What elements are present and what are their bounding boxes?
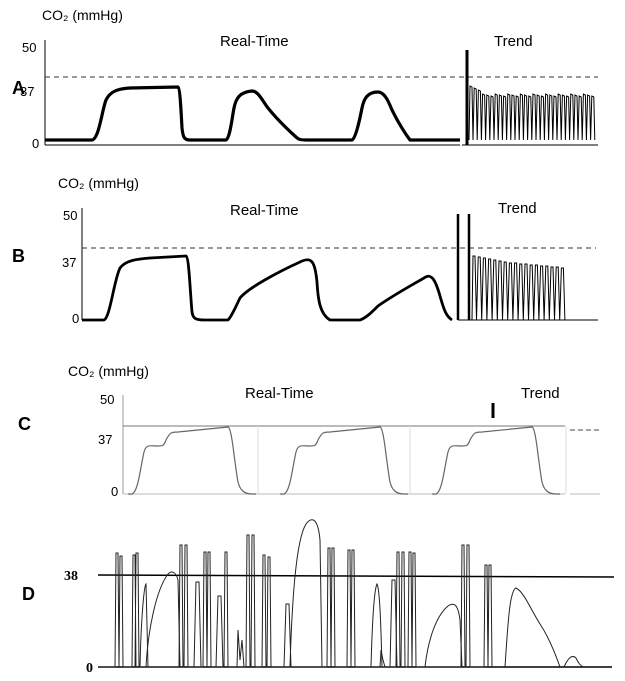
panel-b-trend-bars — [471, 255, 566, 321]
panel-a-unit-label: CO₂ (mmHg) — [42, 7, 123, 23]
panel-d-reference-line — [97, 574, 615, 578]
panel-c-unit-label: CO₂ (mmHg) — [68, 363, 149, 379]
panel-a-y-tick-50: 50 — [22, 40, 36, 55]
panel-c-breath-2 — [280, 426, 408, 495]
panel-d-breath-13 — [379, 649, 386, 668]
panel-d-breath-7 — [193, 581, 202, 668]
panel-d-breath-6 — [139, 582, 149, 668]
panel-c-y-tick-0: 0 — [111, 484, 118, 499]
panel-d-letter: D — [22, 584, 35, 604]
panel-a-trend-title: Trend — [494, 33, 533, 50]
panel-d-breath-9 — [370, 582, 383, 668]
panel-d-spikes — [98, 534, 493, 668]
panel-d-breath-2 — [289, 519, 323, 668]
panel-a-trend-bars — [468, 85, 596, 141]
panel-b-y-tick-0: 0 — [72, 311, 79, 326]
panel-a-letter: A — [12, 78, 25, 98]
panel-d-breath-5 — [563, 655, 585, 668]
panel-c-y-tick-50: 50 — [100, 392, 114, 407]
panel-c-breath-3 — [432, 426, 560, 495]
panel-c-realtime-title: Real-Time — [245, 385, 314, 402]
panel-b-y-tick-50: 50 — [63, 208, 77, 223]
panel-d-breath-3 — [424, 603, 463, 668]
panel-b-unit-label: CO₂ (mmHg) — [58, 175, 139, 191]
panel-d-breath-1 — [145, 571, 181, 668]
panel-c-breath-1 — [128, 426, 256, 495]
panel-b: B CO₂ (mmHg) 50 37 0 Real-Time Trend — [12, 175, 598, 326]
panel-d-trend-strip — [98, 519, 585, 668]
panel-d-breath-10 — [389, 579, 398, 668]
panel-d-breath-12 — [236, 629, 245, 668]
panel-b-realtime-waveform — [82, 254, 453, 322]
panel-d-breath-4 — [504, 587, 561, 668]
panel-b-realtime-title: Real-Time — [230, 202, 299, 219]
panel-d-y-tick-38: 38 — [64, 569, 78, 584]
panel-c-letter: C — [18, 414, 31, 434]
panel-b-y-tick-37: 37 — [62, 255, 76, 270]
panel-d-breath-11 — [283, 603, 292, 668]
panel-b-trend-title: Trend — [498, 200, 537, 217]
panel-d-y-tick-0: 0 — [86, 661, 93, 676]
panel-a-trend-spikes — [468, 85, 596, 141]
panel-a-realtime-waveform — [45, 85, 460, 142]
panel-d: D 38 0 — [22, 519, 615, 676]
panel-c: C CO₂ (mmHg) 50 37 0 Real-Time Trend — [18, 363, 600, 499]
panel-c-realtime-waveform — [128, 426, 560, 495]
panel-b-letter: B — [12, 246, 25, 266]
panel-c-trend-title: Trend — [521, 385, 560, 402]
panel-b-trend-spikes — [471, 255, 566, 321]
panel-a-realtime-title: Real-Time — [220, 33, 289, 50]
panel-c-y-tick-37: 37 — [98, 432, 112, 447]
panel-a-y-tick-37: 37 — [20, 84, 34, 99]
panel-a: A CO₂ (mmHg) 50 37 0 Real-Time Trend — [12, 7, 598, 151]
panel-d-breath-8 — [215, 595, 224, 668]
panel-a-y-tick-0: 0 — [32, 136, 39, 151]
